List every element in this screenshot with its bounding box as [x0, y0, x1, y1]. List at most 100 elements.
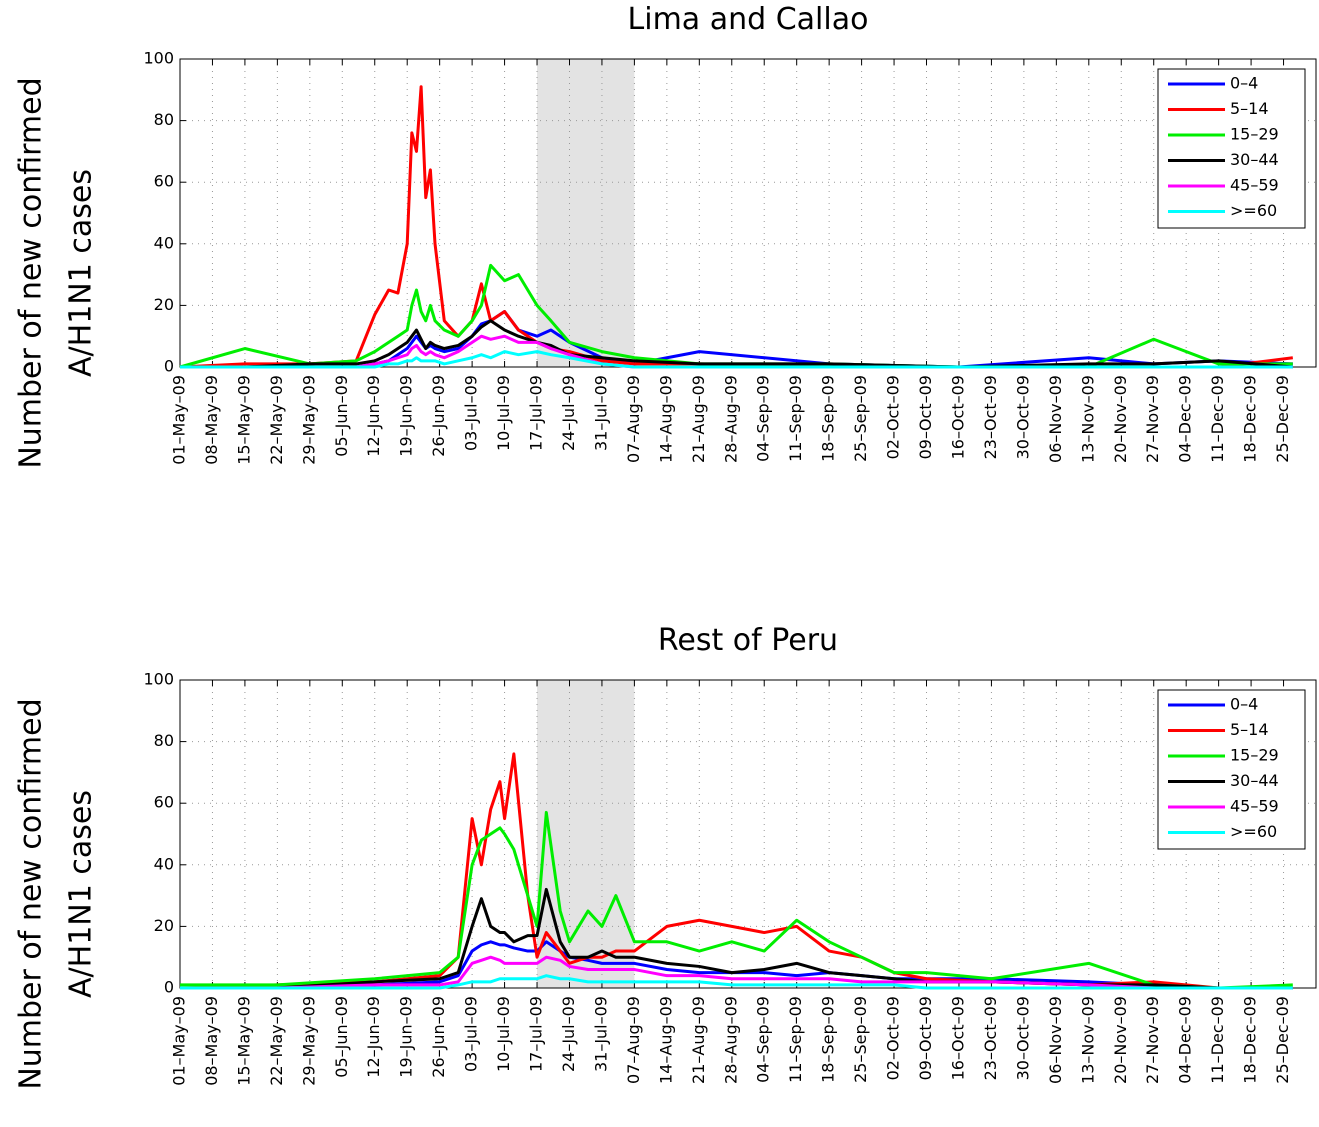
x-tick-label: 04–Dec–09 [1176, 996, 1195, 1084]
x-tick-label: 26–Jun–09 [429, 375, 448, 457]
x-tick-label: 16–Oct–09 [948, 375, 967, 459]
y-tick-label: 20 [154, 916, 174, 935]
chart-title: Lima and Callao [628, 2, 869, 37]
series-line [180, 940, 1293, 990]
y-tick-label: 100 [143, 670, 174, 689]
x-tick-label: 09–Oct–09 [916, 375, 935, 459]
x-tick-label: 17–Jul–09 [527, 996, 546, 1072]
x-tick-label: 25–Sep–09 [851, 996, 870, 1083]
x-tick-label: 05–Jun–09 [332, 996, 351, 1078]
panel: Rest of Peru Number of new confirmed A/H1N… [14, 623, 1317, 1090]
y-tick-label: 40 [154, 233, 174, 252]
legend-label: 15–29 [1230, 125, 1279, 144]
legend-label: 0–4 [1230, 74, 1258, 93]
x-tick-label: 27–Nov–09 [1143, 996, 1162, 1084]
x-tick-label: 10–Jul–09 [494, 996, 513, 1072]
x-tick-label: 03–Jul–09 [462, 375, 481, 451]
y-tick-label: 60 [154, 793, 174, 812]
x-tick-label: 18–Sep–09 [819, 375, 838, 462]
x-tick-label: 12–Jun–09 [364, 996, 383, 1078]
series-line [180, 887, 1293, 990]
x-tick-label: 21–Aug–09 [689, 375, 708, 463]
x-tick-label: 25–Dec–09 [1273, 375, 1292, 463]
x-tick-label: 18–Dec–09 [1241, 996, 1260, 1084]
x-tick-label: 30–Oct–09 [1013, 996, 1032, 1080]
series-line [180, 955, 1293, 990]
series-line [180, 319, 1293, 369]
y-tick-label: 80 [154, 731, 174, 750]
series-line [179, 263, 1293, 369]
legend-label: 30–44 [1230, 771, 1279, 790]
series-line [180, 974, 1293, 990]
x-tick-label: 24–Jul–09 [559, 375, 578, 451]
x-tick-label: 22–May–09 [267, 375, 286, 465]
x-tick-label: 29–May–09 [299, 996, 318, 1086]
series-line [180, 350, 1293, 369]
legend-label: 15–29 [1230, 746, 1279, 765]
legend-label: 5–14 [1230, 99, 1269, 118]
legend-label: 45–59 [1230, 797, 1279, 816]
x-tick-label: 05–Jun–09 [332, 375, 351, 457]
y-tick-label: 0 [164, 978, 174, 997]
shaded-period [537, 59, 635, 367]
chart-title: Rest of Peru [658, 623, 838, 658]
legend-label: 0–4 [1230, 695, 1258, 714]
y-tick-label: 60 [154, 172, 174, 191]
y-axis-label: A/H1N1 cases [64, 790, 99, 998]
x-tick-label: 22–May–09 [267, 996, 286, 1086]
x-tick-label: 13–Nov–09 [1078, 375, 1097, 463]
x-tick-label: 18–Dec–09 [1241, 375, 1260, 463]
x-tick-label: 04–Dec–09 [1176, 375, 1195, 463]
panel: Lima and Callao Number of new confirmed A/… [14, 2, 1317, 469]
plot-frame [179, 58, 1317, 368]
legend-label: 30–44 [1230, 150, 1279, 169]
x-tick-label: 08–May–09 [202, 996, 221, 1086]
x-tick-label: 30–Oct–09 [1013, 375, 1032, 459]
x-tick-label: 13–Nov–09 [1078, 996, 1097, 1084]
y-tick-label: 0 [164, 357, 174, 376]
x-tick-label: 01–May–09 [170, 996, 189, 1086]
x-tick-label: 11–Sep–09 [786, 375, 805, 462]
x-tick-label: 11–Sep–09 [786, 996, 805, 1083]
x-tick-label: 04–Sep–09 [754, 375, 773, 462]
x-tick-label: 29–May–09 [299, 375, 318, 465]
x-tick-label: 01–May–09 [170, 375, 189, 465]
x-tick-label: 06–Nov–09 [1046, 996, 1065, 1084]
x-tick-label: 19–Jun–09 [397, 375, 416, 457]
x-tick-label: 31–Jul–09 [591, 375, 610, 451]
x-tick-label: 25–Sep–09 [851, 375, 870, 462]
x-tick-label: 10–Jul–09 [494, 375, 513, 451]
x-tick-label: 20–Nov–09 [1111, 375, 1130, 463]
x-tick-label: 11–Dec–09 [1208, 996, 1227, 1084]
x-tick-label: 02–Oct–09 [884, 996, 903, 1080]
y-tick-label: 20 [154, 295, 174, 314]
x-tick-label: 03–Jul–09 [462, 996, 481, 1072]
y-tick-label: 100 [143, 49, 174, 68]
x-tick-label: 14–Aug–09 [656, 996, 675, 1084]
x-tick-label: 28–Aug–09 [721, 996, 740, 1084]
x-tick-label: 28–Aug–09 [721, 375, 740, 463]
x-tick-label: 06–Nov–09 [1046, 375, 1065, 463]
y-tick-label: 40 [154, 854, 174, 873]
legend-label: 5–14 [1230, 720, 1269, 739]
legend-label: >=60 [1230, 201, 1277, 220]
x-tick-label: 12–Jun–09 [364, 375, 383, 457]
legend-box [1157, 689, 1306, 850]
series-line [180, 810, 1293, 990]
x-tick-label: 17–Jul–09 [527, 375, 546, 451]
x-tick-label: 25–Dec–09 [1273, 996, 1292, 1084]
x-tick-label: 15–May–09 [234, 375, 253, 465]
x-tick-label: 15–May–09 [234, 996, 253, 1086]
legend-box [1157, 68, 1306, 229]
series-line [179, 752, 1293, 990]
x-tick-label: 09–Oct–09 [916, 996, 935, 1080]
x-tick-label: 27–Nov–09 [1143, 375, 1162, 463]
x-tick-label: 16–Oct–09 [948, 996, 967, 1080]
x-tick-label: 04–Sep–09 [754, 996, 773, 1083]
y-axis-label: Number of new confirmed [14, 698, 49, 1089]
series-line [180, 310, 1293, 369]
shaded-period [537, 680, 635, 988]
x-tick-label: 24–Jul–09 [559, 996, 578, 1072]
x-tick-label: 11–Dec–09 [1208, 375, 1227, 463]
